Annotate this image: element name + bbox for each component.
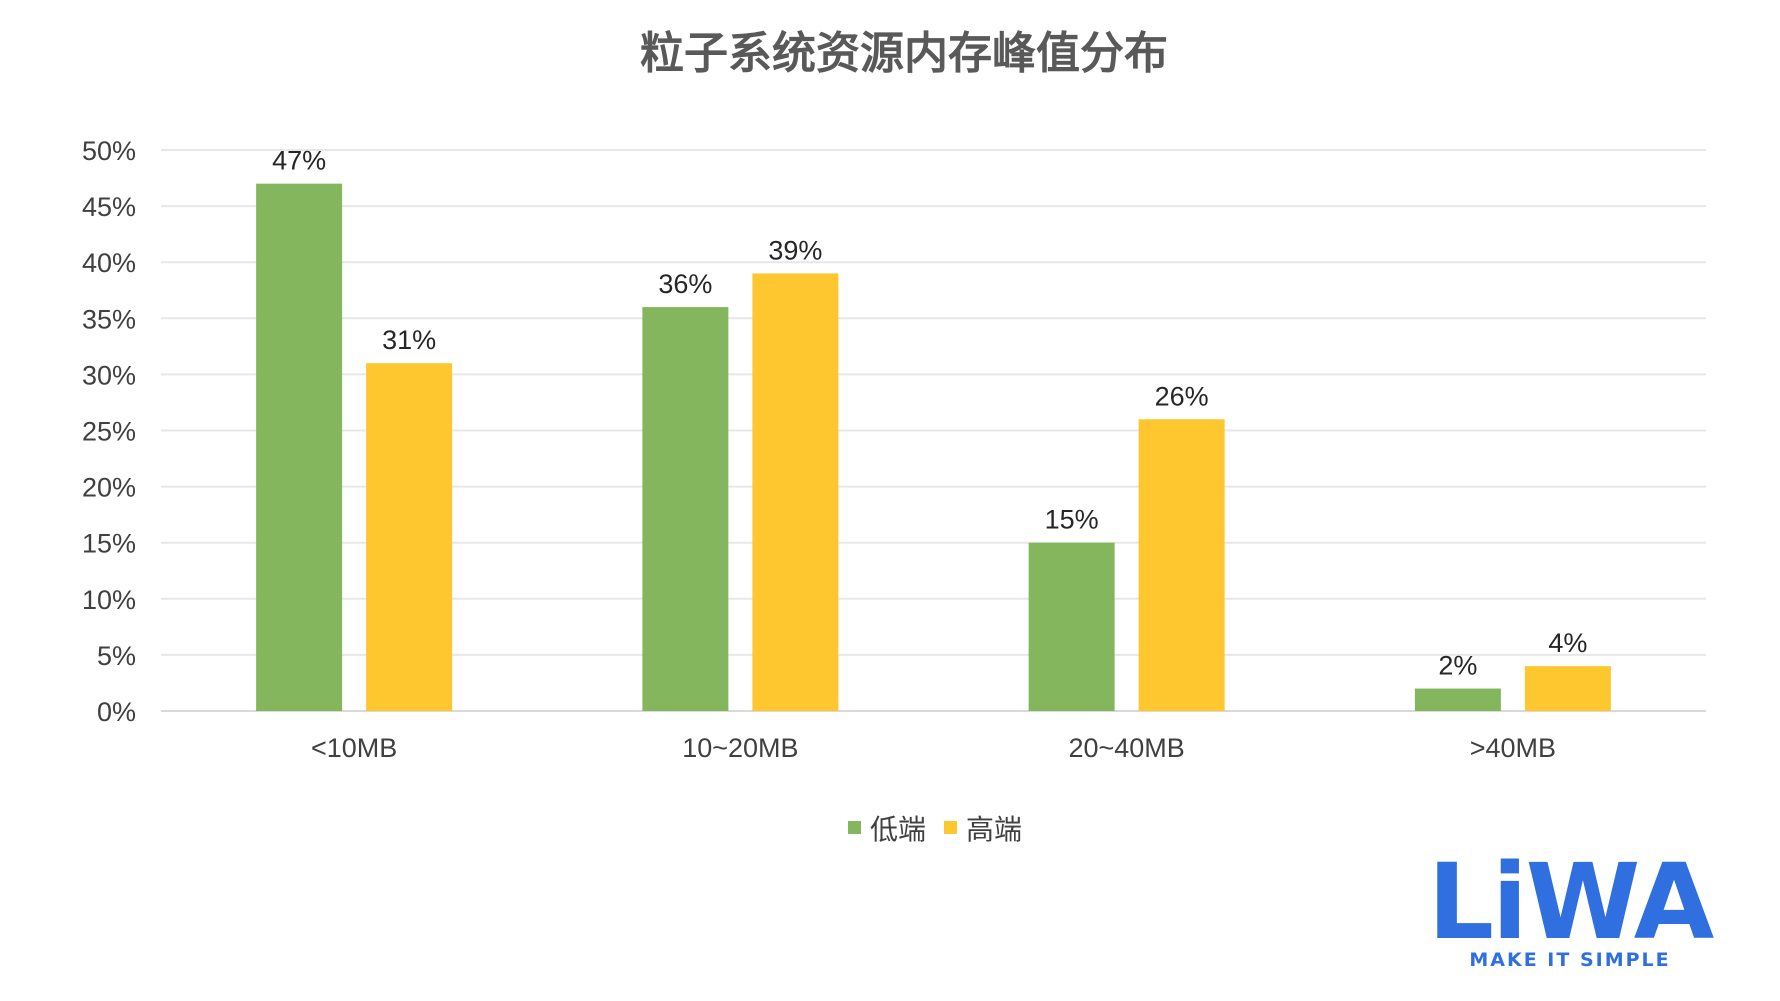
legend: 低端 高端 — [848, 813, 1022, 846]
data-label: 47% — [272, 146, 326, 176]
data-labels: 47% 31% 36% 39% 15% 26% 2% 4% — [272, 146, 1587, 681]
legend-label: 低端 — [870, 813, 926, 846]
y-axis-tick-labels: 0% 5% 10% 15% 20% 25% 30% 35% 40% 45% 50% — [82, 136, 136, 727]
y-tick-label: 0% — [97, 697, 136, 727]
data-label: 36% — [658, 269, 712, 299]
y-tick-label: 40% — [82, 248, 136, 278]
x-category-label: 10~20MB — [682, 733, 798, 763]
bar-low-end — [256, 183, 343, 711]
legend-swatch — [848, 821, 861, 834]
y-tick-label: 20% — [82, 473, 136, 503]
legend-swatch — [944, 821, 957, 834]
y-tick-label: 35% — [82, 304, 136, 334]
data-label: 26% — [1155, 381, 1209, 411]
data-label: 4% — [1548, 628, 1587, 658]
y-tick-label: 45% — [82, 192, 136, 222]
bar-low-end — [1414, 688, 1501, 711]
legend-label: 高端 — [966, 813, 1022, 846]
bar-low-end — [642, 307, 729, 711]
data-label: 15% — [1045, 505, 1099, 535]
logo-mark: LiWA — [1428, 841, 1714, 963]
y-tick-label: 50% — [82, 136, 136, 166]
y-tick-label: 15% — [82, 529, 136, 559]
bar-high-end — [752, 273, 839, 711]
bar-high-end — [1138, 419, 1225, 711]
x-axis-category-labels: <10MB 10~20MB 20~40MB >40MB — [311, 733, 1556, 763]
data-label: 2% — [1438, 651, 1477, 681]
bar-low-end — [1028, 542, 1115, 711]
x-category-label: 20~40MB — [1068, 733, 1184, 763]
y-tick-label: 10% — [82, 585, 136, 615]
x-category-label: <10MB — [311, 733, 397, 763]
bar-high-end — [366, 363, 453, 711]
y-tick-label: 5% — [97, 641, 136, 671]
data-label: 39% — [768, 235, 822, 265]
bar-high-end — [1524, 666, 1611, 711]
x-category-label: >40MB — [1470, 733, 1556, 763]
liwa-logo: LiWA MAKE IT SIMPLE — [1428, 841, 1716, 971]
y-tick-label: 25% — [82, 417, 136, 447]
logo-tagline: MAKE IT SIMPLE — [1469, 949, 1670, 971]
chart-title: 粒子系统资源内存峰值分布 — [640, 28, 1168, 79]
data-label: 31% — [382, 325, 436, 355]
y-tick-label: 30% — [82, 360, 136, 390]
bars — [256, 183, 1611, 711]
